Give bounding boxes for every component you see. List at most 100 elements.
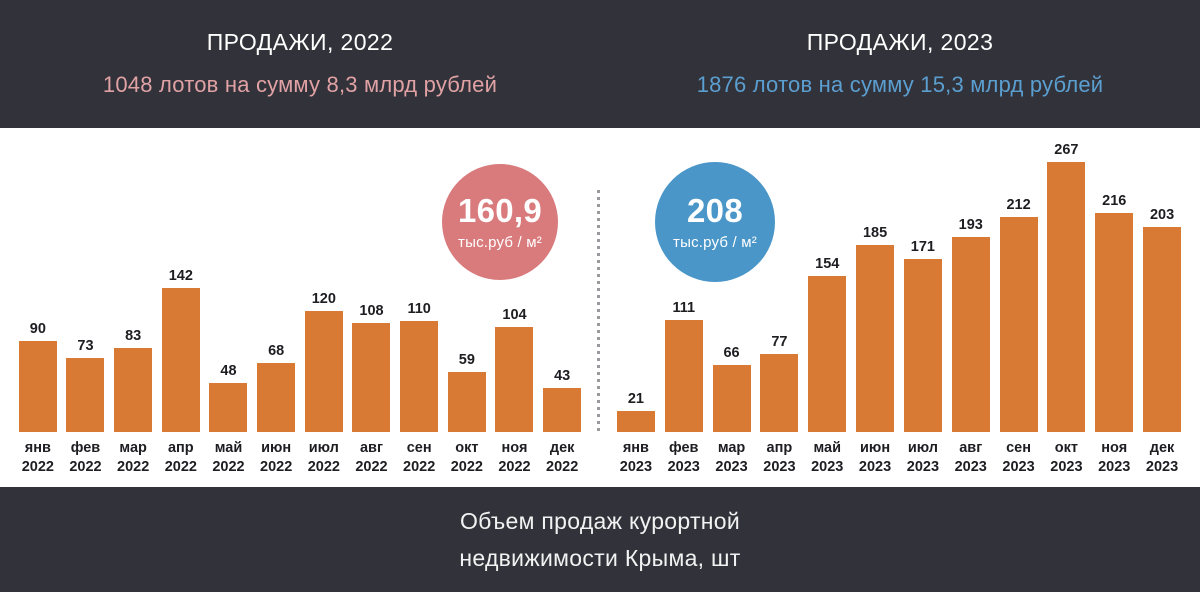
bar-value-label: 267 [1054,141,1079,158]
bar-slot: 59 окт 2022 [443,128,491,487]
bar-slot: 171 июл 2023 [899,128,947,487]
kpi-value-2022: 160,9 [457,191,543,229]
bar-value-label: 142 [168,268,193,285]
bar-2023-авг[interactable] [951,236,990,432]
bar-slot: 203 дек 2023 [1138,128,1186,487]
bar-2022-янв[interactable] [18,340,57,432]
header-panel-2023: ПРОДАЖИ, 2023 1876 лотов на сумму 15,3 м… [600,0,1200,128]
header-panel-2022: ПРОДАЖИ, 2022 1048 лотов на сумму 8,3 мл… [0,0,600,128]
bar-value-label: 108 [359,302,384,319]
bar-2022-мар[interactable] [114,348,153,432]
bar-value-label: 110 [407,300,431,317]
bar-2023-мар[interactable] [712,365,751,432]
bar-axis-label: янв 2022 [21,440,54,475]
bar-value-label: 66 [723,345,740,362]
bar-slot: 110 сен 2022 [395,128,443,487]
bar-value-label: 212 [1006,197,1031,214]
bar-value-label: 104 [502,306,527,323]
chart-caption-line-1: Объем продаж курортной [459,507,741,534]
kpi-unit-2023: тыс.руб / м² [673,233,757,251]
bar-slot: 68 июн 2022 [252,128,300,487]
kpi-unit-2022: тыс.руб / м² [458,233,542,251]
bar-axis-label: апр 2022 [164,440,197,475]
bar-axis-label: май 2022 [212,440,245,475]
header-title-2023: ПРОДАЖИ, 2023 [806,29,994,55]
bar-value-label: 171 [910,238,936,255]
bar-2022-фев[interactable] [66,358,105,432]
bar-axis-label: авг 2023 [954,440,987,475]
bar-2023-дек[interactable] [1143,226,1182,432]
bar-axis-label: фев 2023 [667,440,700,475]
bar-axis-label: июн 2023 [858,440,892,475]
bar-2023-сен[interactable] [999,217,1038,432]
bar-value-label: 73 [77,338,94,355]
bar-group-2023: 21 янв 2023 111 фев 2023 66 мар 2023 77 апр 2023 154… [612,128,1186,487]
bar-2023-апр[interactable] [760,354,799,432]
bar-slot: 90 янв 2022 [14,128,62,487]
bar-2023-май[interactable] [808,276,847,432]
bar-value-label: 43 [554,368,571,385]
bar-axis-label: май 2023 [811,440,844,475]
bar-value-label: 77 [771,334,788,351]
bar-2023-фев[interactable] [664,319,703,432]
bar-slot: 43 дек 2022 [538,128,586,487]
bar-axis-label: ноя 2022 [498,440,531,475]
header-title-2022: ПРОДАЖИ, 2022 [206,29,394,55]
bar-2022-ноя[interactable] [495,326,534,432]
bar-axis-label: мар 2023 [715,440,748,475]
chart-caption-line-2: недвижимости Крыма, шт [459,544,741,571]
bar-axis-label: окт 2023 [1050,440,1083,475]
bar-value-label: 59 [458,352,475,369]
bar-value-label: 193 [958,216,983,233]
bar-value-label: 21 [627,390,644,407]
bar-value-label: 185 [862,224,888,241]
bar-2022-июл[interactable] [304,310,343,432]
bar-axis-label: авг 2022 [355,440,388,475]
bar-2022-май[interactable] [209,383,248,432]
bar-2023-окт[interactable] [1047,161,1086,432]
bar-2022-июн[interactable] [257,363,296,432]
bar-2022-сен[interactable] [400,320,439,432]
bar-axis-label: дек 2023 [1145,440,1179,475]
bar-value-label: 120 [311,290,336,307]
bar-value-label: 111 [672,299,696,316]
bar-2023-ноя[interactable] [1095,213,1134,432]
bar-axis-label: сен 2023 [1002,440,1035,475]
bar-axis-label: окт 2022 [450,440,483,475]
bar-axis-label: июн 2022 [260,440,293,475]
bar-slot: 21 янв 2023 [612,128,660,487]
bar-axis-label: сен 2022 [403,440,436,475]
panel-divider [597,190,600,432]
bar-axis-label: мар 2022 [117,440,150,475]
chart-plot-area: 90 янв 2022 73 фев 2022 83 мар 2022 142 апр 2022 48 м… [0,128,1200,487]
bar-value-label: 216 [1102,193,1127,210]
bar-slot: 48 май 2022 [205,128,253,487]
bar-axis-label: ноя 2023 [1098,440,1131,475]
bar-value-label: 48 [220,363,237,380]
bar-value-label: 90 [29,320,46,337]
bar-slot: 66 мар 2023 [708,128,756,487]
bar-value-label: 83 [125,328,142,345]
bar-2022-дек[interactable] [543,388,582,432]
kpi-circle-2022: 160,9 тыс.руб / м² [442,164,558,280]
bar-slot: 193 авг 2023 [947,128,995,487]
bar-axis-label: апр 2023 [763,440,796,475]
bar-2023-янв[interactable] [616,410,655,432]
bar-slot: 120 июл 2022 [300,128,348,487]
bar-slot: 216 ноя 2023 [1090,128,1138,487]
header-subtitle-2022: 1048 лотов на сумму 8,3 млрд рублей [102,72,498,97]
bar-2022-авг[interactable] [352,322,391,432]
bar-2023-июл[interactable] [903,258,942,432]
bar-2022-окт[interactable] [447,372,486,432]
bar-slot: 104 ноя 2022 [491,128,539,487]
bar-axis-label: дек 2022 [546,440,579,475]
bar-slot: 212 сен 2023 [995,128,1043,487]
bar-slot: 73 фев 2022 [62,128,110,487]
header-band: ПРОДАЖИ, 2022 1048 лотов на сумму 8,3 мл… [0,0,1200,128]
bar-2022-апр[interactable] [161,288,200,432]
bar-slot: 142 апр 2022 [157,128,205,487]
bar-slot: 185 июн 2023 [851,128,899,487]
bar-2023-июн[interactable] [856,244,895,432]
kpi-value-2023: 208 [687,191,743,229]
